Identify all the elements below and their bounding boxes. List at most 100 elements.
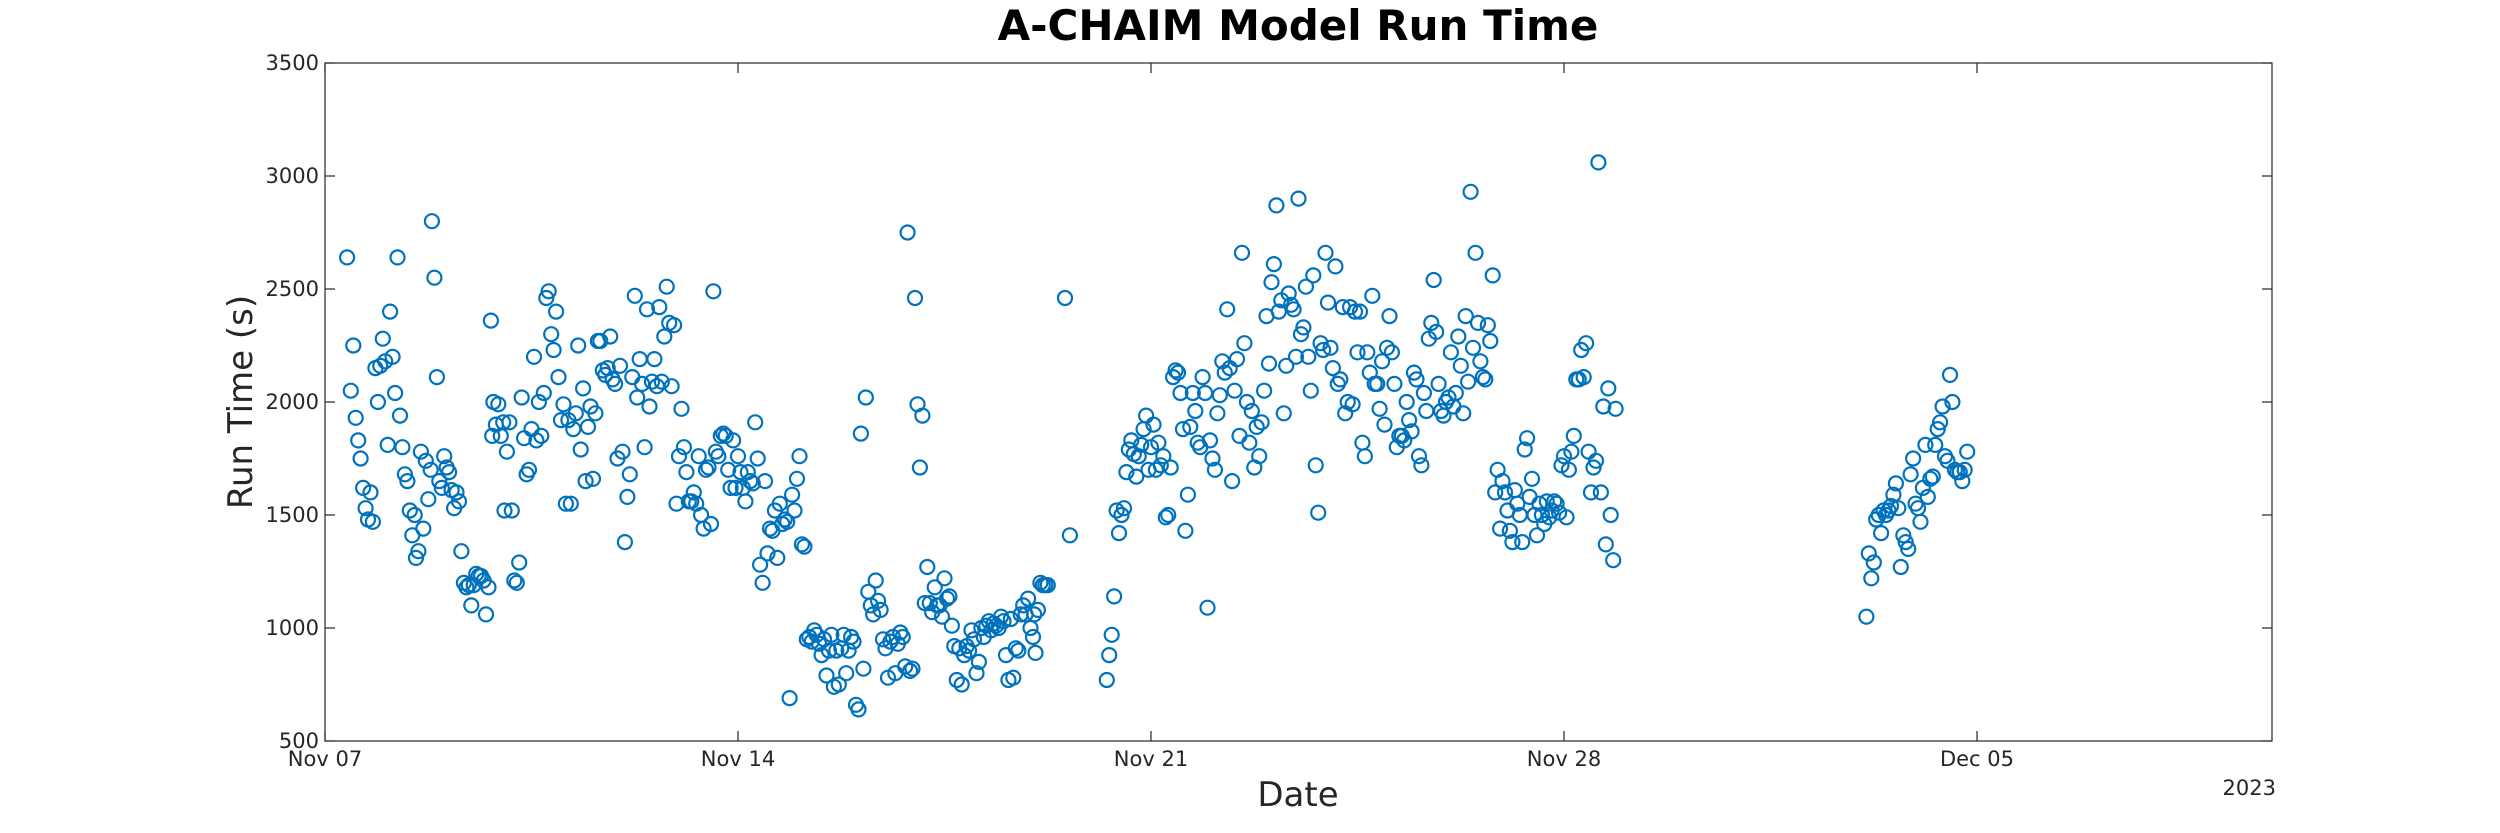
data-point: [938, 590, 956, 607]
data-point: [441, 464, 458, 481]
data-point: [943, 617, 961, 634]
y-axis-label: Run Time (s): [221, 295, 261, 509]
data-point: [1223, 473, 1241, 490]
data-point: [1509, 495, 1526, 512]
chart-title: A-CHAIM Model Run Time: [998, 1, 1599, 50]
data-point: [1533, 506, 1551, 524]
data-point: [744, 475, 761, 492]
data-point: [540, 283, 557, 300]
y-tick-label: 3500: [266, 51, 319, 75]
data-point: [384, 348, 401, 365]
data-point: [1287, 348, 1305, 365]
data-point: [1211, 387, 1228, 404]
data-point: [1145, 416, 1162, 433]
data-point: [1400, 412, 1418, 429]
data-point: [1285, 301, 1302, 318]
data-point: [641, 398, 658, 415]
data-point: [1280, 285, 1297, 302]
data-point: [953, 676, 970, 693]
data-point: [1231, 427, 1248, 444]
data-point: [897, 658, 914, 675]
data-point: [1297, 278, 1315, 295]
data-point: [1944, 393, 1961, 411]
data-point: [1292, 326, 1310, 343]
data-point: [426, 269, 443, 286]
data-point: [1179, 486, 1197, 503]
data-point: [1194, 369, 1211, 386]
data-point: [1182, 418, 1199, 435]
data-point: [1349, 344, 1366, 361]
data-point: [894, 628, 911, 646]
data-point: [511, 554, 528, 571]
data-point: [653, 373, 670, 390]
data-point: [1110, 524, 1128, 542]
data-point: [948, 671, 965, 689]
data-point: [1270, 303, 1287, 320]
data-point: [1538, 493, 1555, 510]
data-point: [550, 369, 567, 386]
data-point: [490, 396, 507, 413]
data-point: [480, 579, 497, 596]
data-point: [756, 473, 774, 490]
data-point: [567, 405, 584, 422]
data-point: [1941, 366, 1959, 383]
data-point: [369, 393, 386, 411]
data-point: [382, 303, 399, 320]
data-point: [1931, 414, 1949, 431]
data-point: [673, 400, 690, 417]
data-point: [453, 543, 470, 560]
data-point: [458, 579, 475, 596]
data-point: [788, 470, 806, 487]
data-point: [477, 606, 495, 623]
data-point: [1199, 599, 1216, 616]
x-tick-label: Dec 05: [1940, 747, 2014, 771]
data-point: [793, 536, 811, 553]
data-point: [1452, 357, 1469, 374]
data-point: [1904, 450, 1922, 467]
data-point: [1327, 258, 1344, 275]
data-point: [1860, 545, 1877, 562]
data-point: [1167, 362, 1184, 379]
data-point: [484, 427, 501, 444]
data-point: [350, 432, 367, 449]
data-point: [496, 502, 513, 519]
data-point: [867, 572, 884, 589]
data-point: [450, 493, 468, 510]
data-point: [899, 224, 916, 241]
data-point: [1403, 423, 1420, 440]
data-point: [1128, 468, 1145, 485]
data-point: [1241, 434, 1258, 451]
data-point: [1024, 628, 1042, 646]
data-point: [729, 448, 747, 465]
data-point: [1919, 488, 1936, 505]
data-point: [1290, 190, 1307, 207]
data-point: [1477, 371, 1494, 388]
data-point: [577, 473, 594, 490]
data-point: [543, 326, 560, 343]
data-point: [1204, 450, 1221, 467]
data-point: [1496, 484, 1514, 501]
data-point: [431, 473, 448, 490]
data-point: [970, 653, 988, 671]
data-point: [850, 701, 867, 718]
data-point: [1243, 402, 1260, 420]
data-point: [1592, 484, 1610, 501]
data-point: [616, 533, 634, 551]
data-point: [1351, 303, 1369, 320]
y-tick-label: 3000: [266, 164, 319, 188]
data-point: [1251, 448, 1268, 465]
data-point: [1934, 398, 1951, 415]
data-point: [1275, 405, 1292, 422]
data-point: [396, 466, 413, 483]
data-point: [433, 479, 450, 496]
data-point: [668, 495, 685, 512]
data-point: [1587, 452, 1605, 469]
data-point: [345, 337, 362, 354]
data-point: [1405, 364, 1423, 381]
data-point: [1147, 461, 1165, 478]
data-point: [818, 667, 835, 684]
data-point: [1137, 407, 1155, 424]
data-point: [495, 414, 512, 431]
data-point: [1300, 348, 1317, 365]
data-point: [1558, 509, 1575, 526]
